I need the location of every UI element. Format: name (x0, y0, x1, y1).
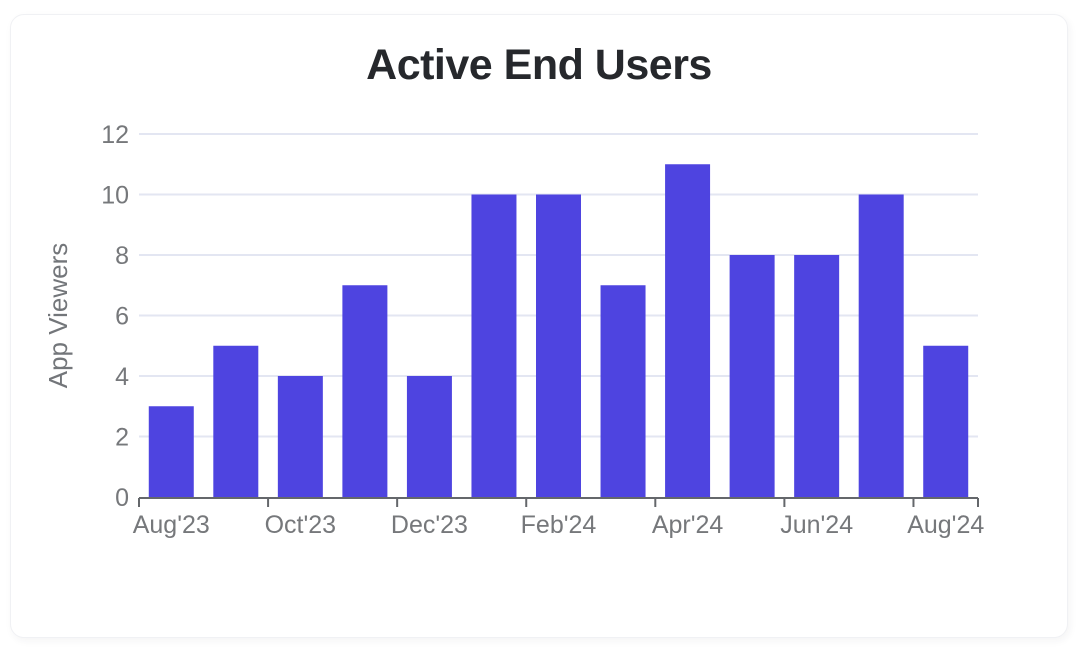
bar-Aug'24[interactable] (923, 345, 969, 497)
x-tick-label: Feb'24 (521, 511, 597, 539)
y-tick-label: 8 (115, 242, 129, 270)
y-tick-label: 2 (115, 423, 129, 451)
y-tick-label: 0 (115, 484, 129, 512)
y-tick-label: 4 (115, 363, 129, 391)
bar-Nov'23[interactable] (342, 285, 388, 497)
chart-card: Active End Users 0 2 4 6 8 10 12 Aug'23 Oct'23 De… (10, 14, 1068, 638)
x-tick-label: Apr'24 (652, 511, 724, 539)
chart-title: Active End Users (366, 41, 712, 89)
bar-Jul'24[interactable] (858, 194, 904, 498)
y-axis-title: App Viewers (43, 243, 73, 389)
y-tick-label: 10 (101, 181, 129, 209)
bar-Jan'24[interactable] (471, 194, 517, 498)
x-tick-label: Aug'24 (907, 511, 984, 539)
bar-Mar'24[interactable] (600, 285, 646, 497)
x-tick-label: Oct'23 (265, 511, 336, 539)
y-tick-label: 12 (101, 121, 129, 149)
bar-Oct'23[interactable] (277, 376, 323, 497)
bar-Aug'23[interactable] (148, 406, 194, 497)
x-tick-label: Aug'23 (133, 511, 210, 539)
bar-Sep'23[interactable] (213, 345, 259, 497)
x-tick-label: Dec'23 (391, 511, 468, 539)
bar-Dec'23[interactable] (406, 376, 452, 497)
x-tick-label: Jun'24 (780, 511, 853, 539)
bar-chart: 0 2 4 6 8 10 12 Aug'23 Oct'23 Dec'23 Feb'24 Apr'24 J… (43, 121, 984, 539)
bar-Feb'24[interactable] (536, 194, 581, 498)
y-tick-label: 6 (115, 302, 129, 330)
bar-Jun'24[interactable] (794, 255, 840, 497)
bar-May'24[interactable] (729, 255, 775, 497)
bar-Apr'24[interactable] (665, 164, 711, 497)
